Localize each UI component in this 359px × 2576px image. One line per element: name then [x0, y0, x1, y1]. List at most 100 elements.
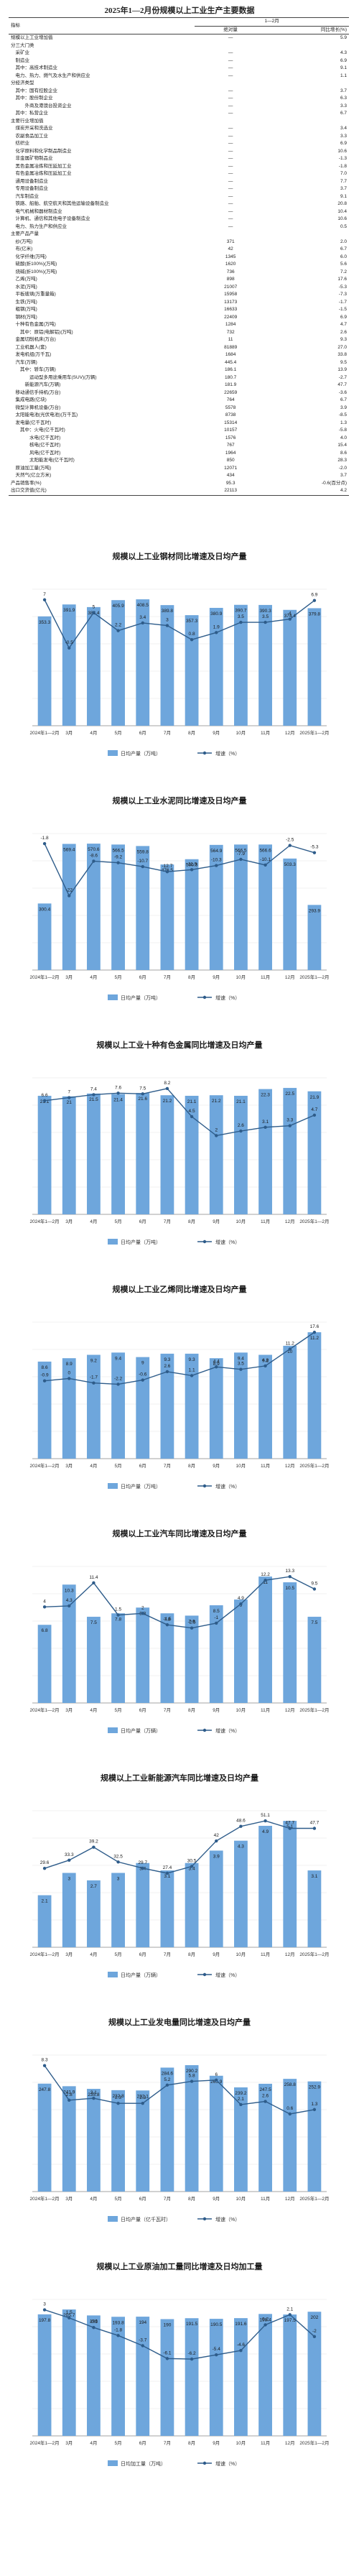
bar: [87, 1617, 101, 1703]
absolute-value-cell: —: [228, 201, 233, 206]
table-row: 其中：轿车(万辆) 186.1 13.9: [9, 366, 349, 374]
growth-cell: -2.7: [338, 374, 347, 380]
absolute-value-cell: 736: [226, 269, 235, 274]
indicator-cell: 天然气(亿立方米): [11, 473, 52, 478]
bar-value-label: 7.5: [90, 1620, 97, 1625]
growth-value-label: 1.5: [115, 1607, 121, 1612]
bar-value-label: 22.5: [285, 1091, 294, 1097]
growth-value-label: 33.3: [65, 1852, 74, 1857]
bar-value-label: 232.8: [112, 2094, 124, 2099]
growth-value-label: 5.8: [189, 2074, 195, 2079]
bar: [283, 1345, 297, 1459]
absolute-value-cell: —: [228, 88, 233, 93]
indicator-cell: 非金属矿物制品业: [11, 156, 53, 161]
bar-value-label: 205.7: [63, 2313, 75, 2318]
bar: [234, 604, 248, 726]
growth-value-label: 5.2: [164, 2077, 170, 2082]
growth-value-label: 1.9: [213, 624, 220, 629]
table-row: 集成电路(亿块) 764 6.7: [9, 397, 349, 405]
bar-value-label: 7.6: [189, 1619, 195, 1624]
bar-value-label: 21.5: [89, 1097, 98, 1102]
bar-value-label: 232.1: [137, 2094, 149, 2099]
x-tick-label: 9月: [213, 1219, 220, 1224]
growth-line: [45, 1331, 315, 1385]
growth-point: [264, 2323, 267, 2327]
growth-line: [45, 1576, 315, 1629]
bar: [234, 2318, 248, 2436]
indicator-cell: 太阳能电池(光伏电池)(万千瓦): [11, 412, 78, 417]
growth-point: [215, 2353, 218, 2357]
growth-point: [239, 1602, 243, 1606]
growth-point: [288, 2112, 292, 2116]
x-tick-label: 2025年1—2月: [299, 2195, 329, 2202]
growth-cell: 2.0: [340, 239, 347, 244]
growth-cell: 27.0: [337, 344, 347, 350]
growth-point: [215, 1839, 218, 1843]
legend-swatch-bar: [108, 1727, 118, 1733]
bar: [258, 604, 272, 726]
absolute-value-cell: [195, 80, 266, 88]
growth-point: [165, 1086, 169, 1091]
bar: [209, 2075, 223, 2192]
x-tick-label: 5月: [115, 1219, 122, 1224]
indicator-cell: 金属切削机床(万台): [11, 337, 56, 342]
bar: [62, 2309, 76, 2436]
bar: [62, 604, 76, 726]
growth-value-label: 6.6: [42, 1093, 48, 1098]
growth-point: [190, 1374, 194, 1377]
growth-cell: -8.5: [338, 412, 347, 417]
absolute-value-cell: 95.3: [225, 480, 236, 486]
growth-cell: 5.6: [340, 262, 347, 267]
growth-point: [92, 611, 95, 614]
bar-value-label: 8.6: [42, 1365, 48, 1370]
growth-value-label: 8.2: [164, 1081, 170, 1086]
growth-point: [264, 1578, 267, 1582]
chart-title: 规模以上工业十种有色金属同比增速及日均产量: [97, 1040, 263, 1050]
bar-value-label: 21.2: [212, 1099, 221, 1104]
legend-swatch-bar: [108, 2216, 118, 2222]
table-row: 电力、热力生产和供应业 — 0.5: [9, 223, 349, 231]
growth-cell: 3.3: [340, 103, 347, 109]
absolute-value-cell: —: [228, 141, 233, 146]
growth-cell: 1.3: [340, 420, 347, 425]
growth-point: [92, 2096, 95, 2100]
growth-value-label: 7.4: [90, 1086, 97, 1091]
growth-value-label: 3: [43, 2302, 46, 2307]
indicator-cell: 平板玻璃(万重量箱): [11, 292, 56, 297]
bar-value-label: 566.5: [235, 848, 247, 853]
bar: [87, 1880, 101, 1947]
table-row: 产品销售率(%) 95.3 -0.6(百分点): [9, 480, 349, 488]
growth-point: [165, 2357, 169, 2360]
growth-value-label: -10.1: [260, 857, 271, 862]
indicator-cell: 布(亿米): [11, 246, 33, 251]
bar-value-label: 10.5: [285, 1586, 294, 1591]
table-row: 粗钢(万吨) 16633 -1.5: [9, 306, 349, 314]
absolute-value-cell: —: [228, 111, 233, 116]
growth-cell: -0.6(百分点): [321, 480, 347, 486]
growth-point: [141, 864, 144, 869]
table-row: 布(亿米) 42 6.7: [9, 246, 349, 254]
growth-value-label: 3.5: [238, 614, 244, 619]
bar: [234, 1352, 248, 1459]
bar-value-label: 408.5: [137, 603, 149, 608]
bar: [307, 1870, 322, 1947]
x-tick-label: 12月: [285, 2440, 295, 2446]
absolute-value-cell: —: [228, 193, 233, 199]
growth-value-label: 29.7: [138, 1860, 147, 1865]
legend-label-bar: 日均加工量（万吨）: [121, 2460, 166, 2467]
x-tick-label: 3月: [65, 730, 73, 736]
x-tick-label: 2024年1—2月: [29, 1951, 59, 1957]
growth-point: [215, 1365, 218, 1369]
bar: [160, 1870, 174, 1947]
growth-value-label: 13.3: [285, 1569, 294, 1574]
absolute-value-cell: —: [228, 50, 233, 55]
growth-point: [312, 1113, 317, 1117]
x-tick-label: 10月: [236, 974, 246, 980]
indicator-cell: 运动型多用途乘用车(SUV)(万辆): [11, 374, 97, 380]
growth-value-label: 4: [289, 611, 292, 617]
indicator-cell: 规模以上工业增加值: [11, 35, 53, 40]
growth-point: [264, 863, 267, 867]
bar: [136, 599, 150, 726]
table-row: 金属切削机床(万台) 11 9.3: [9, 336, 349, 344]
growth-cell: -1.5: [338, 307, 347, 312]
